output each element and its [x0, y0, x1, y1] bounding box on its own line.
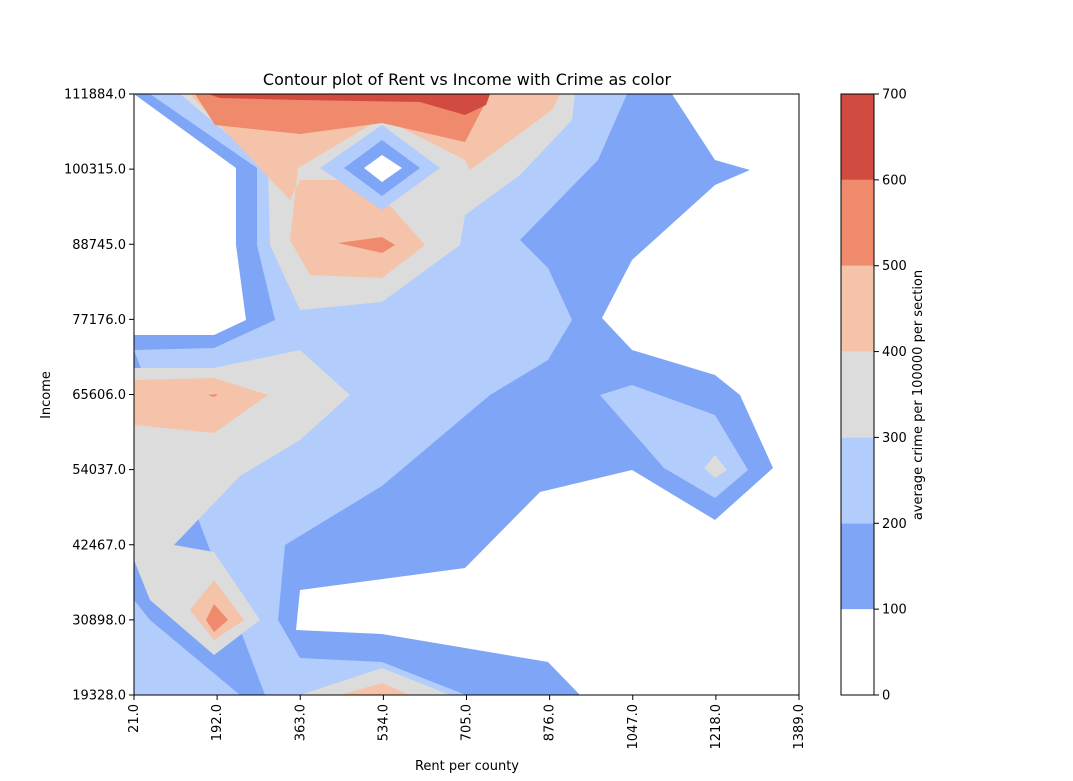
contour-band-400-500	[134, 94, 560, 695]
colorbar-tick-label: 400	[882, 345, 907, 360]
colorbar-title: average crime per 100000 per section	[911, 270, 926, 520]
colorbar-tick-label: 0	[882, 689, 890, 704]
y-tick-label: 19328.0	[72, 689, 126, 704]
colorbar-swatch	[841, 179, 874, 266]
x-tick-label: 363.0	[293, 704, 308, 741]
chart-title: Contour plot of Rent vs Income with Crim…	[263, 70, 672, 89]
x-tick-label: 192.0	[210, 704, 225, 741]
colorbar-swatch	[841, 351, 874, 438]
y-axis-title: Income	[39, 371, 54, 419]
colorbar-swatch	[841, 523, 874, 610]
contour-band-600-700	[208, 94, 490, 115]
colorbar-tick-label: 500	[882, 259, 907, 274]
y-tick-label: 30898.0	[72, 613, 126, 628]
x-axis: 21.0 192.0 363.0 534.0 705.0 876.0 1047.0 1218.…	[127, 695, 807, 750]
x-tick-label: 1218.0	[709, 704, 724, 750]
colorbar-frame	[840, 93, 875, 696]
plot-area	[133, 93, 800, 696]
contour-regions	[134, 94, 773, 695]
colorbar-tick-label: 300	[882, 431, 907, 446]
colorbar-tick-label: 200	[882, 517, 907, 532]
colorbar-tick-label: 100	[882, 603, 907, 618]
x-tick-label: 21.0	[127, 704, 142, 733]
colorbar: 0 100 200 300 400 500 600 700	[840, 88, 907, 704]
y-tick-label: 77176.0	[72, 313, 126, 328]
y-tick-label: 65606.0	[72, 388, 126, 403]
colorbar-swatch	[841, 94, 874, 180]
colorbar-tick-label: 600	[882, 173, 907, 188]
x-tick-label: 534.0	[376, 704, 391, 741]
contour-pocket-high-income-core	[364, 155, 402, 182]
x-tick-label: 1389.0	[792, 704, 807, 750]
y-tick-label: 42467.0	[72, 538, 126, 553]
x-tick-label: 876.0	[543, 704, 558, 741]
colorbar-swatch	[841, 265, 874, 352]
y-axis: 19328.0 30898.0 42467.0 54037.0 65606.0 77176…	[64, 88, 134, 704]
colorbar-swatch	[841, 609, 874, 695]
y-tick-label: 88745.0	[72, 238, 126, 253]
colorbar-swatch	[841, 437, 874, 524]
x-axis-title: Rent per county	[415, 759, 519, 774]
y-tick-label: 111884.0	[64, 88, 126, 103]
colorbar-tick-label: 700	[882, 88, 907, 103]
y-tick-label: 54037.0	[72, 463, 126, 478]
y-tick-label: 100315.0	[64, 163, 126, 178]
contour-band-300-400	[134, 94, 727, 695]
x-tick-label: 1047.0	[626, 704, 641, 750]
x-tick-label: 705.0	[460, 704, 475, 741]
